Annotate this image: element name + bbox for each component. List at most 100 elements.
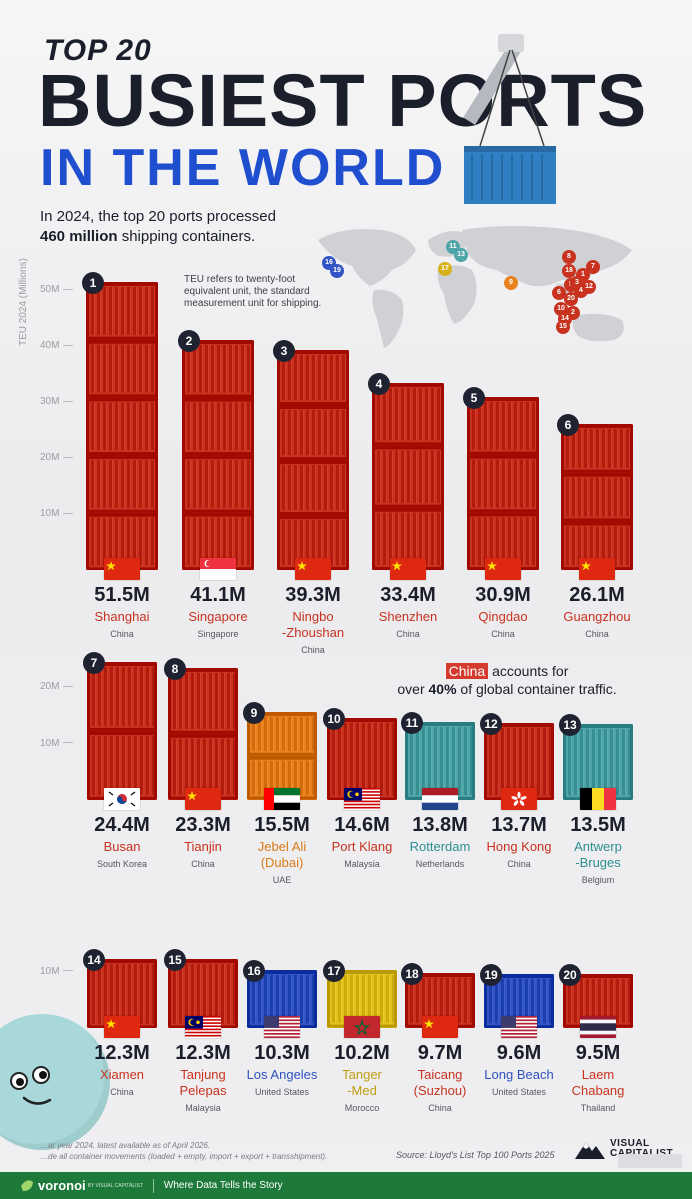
port-name-line: Rotterdam bbox=[409, 839, 471, 854]
china-chip: China bbox=[445, 663, 489, 679]
voronoi-mascot bbox=[0, 1014, 110, 1150]
bar-container bbox=[561, 423, 633, 570]
port-name: Antwerp -Bruges bbox=[548, 839, 648, 871]
port-country: UAE bbox=[272, 875, 292, 885]
china-note-pre: over bbox=[397, 681, 429, 697]
port-country: Morocco bbox=[344, 1103, 380, 1113]
rank-badge: 11 bbox=[401, 712, 423, 735]
china-note-post: of global container traffic. bbox=[456, 681, 617, 697]
country-flag-belgium bbox=[580, 788, 616, 810]
rank-badge: 13 bbox=[559, 713, 581, 736]
port-name: Busan bbox=[72, 839, 172, 855]
country-flag-malaysia bbox=[344, 788, 380, 810]
intro-bold: 460 million bbox=[40, 228, 118, 245]
y-tick-label: 40M bbox=[40, 340, 73, 351]
voronoi-brand[interactable]: voronoi bbox=[38, 1178, 86, 1193]
map-marker: 7 bbox=[586, 260, 600, 274]
rank-badge: 8 bbox=[164, 658, 186, 681]
port-name: Tanger -Med bbox=[312, 1067, 412, 1099]
intro-text: In 2024, the top 20 ports processed 460 … bbox=[40, 207, 276, 247]
port-name-line: Laem bbox=[581, 1067, 615, 1082]
country-flag-china bbox=[390, 558, 426, 580]
port-country: China bbox=[491, 629, 515, 639]
bar-container bbox=[168, 958, 238, 1028]
y-tick-label: 10M bbox=[40, 966, 73, 977]
vc-line-2: CAPITALIST bbox=[610, 1149, 673, 1159]
port-name-line: Los Angeles bbox=[246, 1067, 318, 1082]
country-flag-china bbox=[104, 558, 140, 580]
value-label: 15.5M bbox=[254, 814, 310, 836]
port-name-line: Busan bbox=[103, 839, 141, 854]
country-flag-morocco bbox=[344, 1016, 380, 1038]
port-name-line: Ningbo bbox=[292, 609, 334, 624]
port-name: Guangzhou bbox=[547, 609, 647, 625]
bar-container bbox=[277, 349, 349, 570]
footer-bar: voronoi BY VISUAL CAPITALIST Where Data … bbox=[0, 1172, 692, 1199]
y-tick-label: 10M bbox=[40, 738, 73, 749]
country-flag-china bbox=[185, 788, 221, 810]
rank-badge: 18 bbox=[401, 963, 423, 986]
bar-container bbox=[467, 396, 539, 570]
value-label: 33.4M bbox=[380, 584, 436, 606]
country-flag-usa bbox=[501, 1016, 537, 1038]
y-tick-label: 30M bbox=[40, 396, 73, 407]
port-name-line: -Med bbox=[347, 1083, 377, 1098]
port-name-line: Guangzhou bbox=[563, 609, 631, 624]
y-tick-label: 20M bbox=[40, 681, 73, 692]
rank-badge: 7 bbox=[83, 652, 105, 675]
port-name-line: (Dubai) bbox=[260, 855, 304, 870]
mascot-eye-left bbox=[10, 1072, 28, 1090]
rank-badge: 19 bbox=[480, 963, 502, 986]
port-country: China bbox=[507, 859, 531, 869]
y-axis-label: TEU 2024 (Millions) bbox=[18, 258, 29, 346]
mascot-pupil-left bbox=[16, 1078, 24, 1086]
port-name-line: Tanger bbox=[342, 1067, 382, 1082]
port-country: United States bbox=[254, 1087, 310, 1097]
y-tick-label: 20M bbox=[40, 452, 73, 463]
bar-container bbox=[563, 723, 633, 800]
country-flag-netherlands bbox=[422, 788, 458, 810]
port-name: Tianjin bbox=[153, 839, 253, 855]
corner-watermark bbox=[618, 1154, 682, 1168]
country-flag-korea bbox=[104, 788, 140, 810]
rank-badge: 2 bbox=[178, 329, 200, 352]
bar-container bbox=[405, 722, 475, 800]
country-flag-china bbox=[104, 1016, 140, 1038]
port-name: Qingdao bbox=[453, 609, 553, 625]
port-name: Tanjung Pelepas bbox=[153, 1067, 253, 1099]
map-marker: 19 bbox=[330, 264, 344, 278]
map-marker: 18 bbox=[562, 264, 576, 278]
rank-badge: 17 bbox=[323, 960, 345, 983]
value-label: 9.6M bbox=[496, 1042, 542, 1064]
footer-tagline: Where Data Tells the Story bbox=[163, 1180, 283, 1191]
port-name-line: Long Beach bbox=[484, 1067, 554, 1082]
port-name-line: Qingdao bbox=[478, 609, 528, 624]
rank-badge: 14 bbox=[83, 948, 105, 971]
port-name-line: Tanjung bbox=[180, 1067, 226, 1082]
rank-badge: 20 bbox=[559, 964, 581, 987]
world-map: 1619111317987181534126201021415 bbox=[312, 220, 682, 352]
value-label: 13.7M bbox=[491, 814, 547, 836]
value-label: 23.3M bbox=[175, 814, 231, 836]
port-country: China bbox=[301, 645, 325, 655]
value-label: 9.5M bbox=[575, 1042, 621, 1064]
bar-container bbox=[86, 281, 158, 570]
title-top: TOP 20 bbox=[44, 34, 152, 67]
china-note: China accounts for over 40% of global co… bbox=[362, 662, 652, 698]
china-note-line-2: over 40% of global container traffic. bbox=[362, 680, 652, 698]
source-note: Source: Lloyd's List Top 100 Ports 2025 bbox=[396, 1150, 555, 1160]
rank-badge: 10 bbox=[323, 707, 345, 730]
footer-divider bbox=[152, 1178, 154, 1193]
country-flag-hongkong bbox=[501, 788, 537, 810]
port-name-line: Shanghai bbox=[94, 609, 150, 624]
value-label: 41.1M bbox=[190, 584, 246, 606]
port-name-line: (Suzhou) bbox=[413, 1083, 467, 1098]
country-flag-singapore bbox=[200, 558, 236, 580]
china-note-line-1: China accounts for bbox=[362, 662, 652, 680]
port-name: Long Beach bbox=[469, 1067, 569, 1083]
port-name: Jebel Ali (Dubai) bbox=[232, 839, 332, 871]
country-flag-china bbox=[579, 558, 615, 580]
port-country: Thailand bbox=[580, 1103, 616, 1113]
map-marker: 8 bbox=[562, 250, 576, 264]
port-name-line: Shenzhen bbox=[378, 609, 438, 624]
